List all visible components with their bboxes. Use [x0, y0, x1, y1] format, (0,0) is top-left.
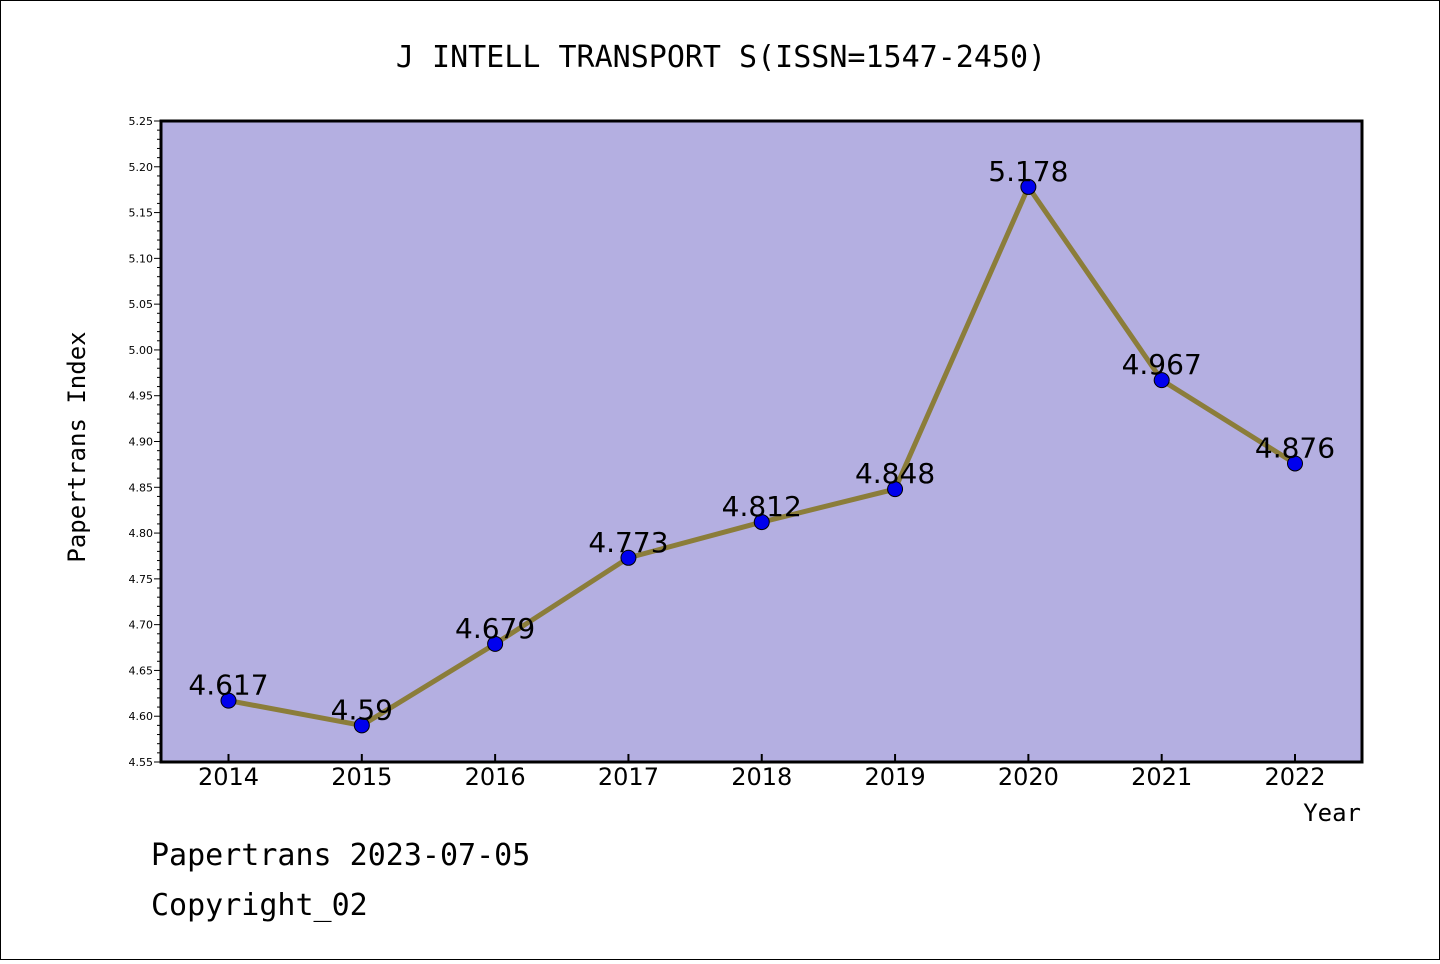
y-tick-label: 4.85 — [129, 481, 154, 494]
data-label-2018: 4.812 — [722, 490, 802, 523]
y-tick-label: 4.90 — [129, 436, 154, 449]
x-tick-label: 2018 — [731, 763, 792, 791]
y-tick-label: 5.25 — [129, 115, 154, 128]
y-tick-label: 5.10 — [129, 252, 154, 265]
y-tick-label: 4.80 — [129, 527, 154, 540]
data-label-2015: 4.59 — [331, 693, 393, 726]
series-group: 4.617 4.59 4.679 4.773 4.812 4.848 5.178 4.967 4… — [188, 155, 1335, 734]
data-label-2014: 4.617 — [188, 669, 268, 702]
y-tick-label: 5.05 — [129, 298, 154, 311]
x-tick-label: 2019 — [865, 763, 926, 791]
x-tick-label: 2020 — [998, 763, 1059, 791]
x-tick-label: 2016 — [465, 763, 526, 791]
x-axis-label: Year — [1303, 799, 1361, 827]
data-label-2019: 4.848 — [855, 457, 935, 490]
data-label-2017: 4.773 — [588, 526, 668, 559]
data-label-2022: 4.876 — [1255, 431, 1335, 464]
y-tick-label: 4.60 — [129, 710, 154, 723]
data-label-2016: 4.679 — [455, 612, 535, 645]
y-axis: 4.55 4.60 4.65 4.70 4.75 4.80 4.85 4.90 4.95 5.00… — [129, 115, 161, 769]
data-point-2016 — [487, 635, 504, 652]
y-tick-label: 4.75 — [129, 573, 154, 586]
footer-date: Papertrans 2023-07-05 — [151, 838, 530, 873]
data-point-2021 — [1153, 372, 1170, 389]
x-tick-label: 2014 — [198, 763, 259, 791]
data-point-2015 — [353, 717, 370, 734]
chart-title: J INTELL TRANSPORT S(ISSN=1547-2450) — [396, 40, 1046, 75]
data-label-2020: 5.178 — [988, 155, 1068, 188]
x-tick-label: 2021 — [1131, 763, 1192, 791]
data-point-2018 — [753, 514, 770, 531]
y-tick-label: 4.95 — [129, 390, 154, 403]
x-tick-label: 2015 — [331, 763, 392, 791]
data-point-2022 — [1287, 455, 1303, 472]
y-tick-label: 4.70 — [129, 619, 154, 632]
y-axis-label: Papertrans Index — [63, 331, 91, 562]
plot-area — [159, 119, 1364, 764]
data-point-2020 — [1020, 178, 1037, 195]
footer-copyright: Copyright_02 — [151, 888, 368, 923]
x-axis: 2014 2015 2016 2017 2018 2019 2020 2021 2022 — [198, 754, 1326, 791]
y-tick-label: 5.00 — [129, 344, 154, 357]
y-tick-label: 4.55 — [129, 756, 154, 769]
x-tick-label: 2017 — [598, 763, 659, 791]
y-tick-label: 4.65 — [129, 664, 154, 677]
data-label-2021: 4.967 — [1122, 348, 1202, 381]
y-tick-label: 5.15 — [129, 207, 154, 220]
y-tick-label: 5.20 — [129, 161, 154, 174]
data-point-2019 — [887, 481, 904, 498]
x-tick-label: 2022 — [1264, 763, 1325, 791]
data-point-2014 — [220, 692, 237, 709]
data-point-2017 — [620, 549, 637, 566]
